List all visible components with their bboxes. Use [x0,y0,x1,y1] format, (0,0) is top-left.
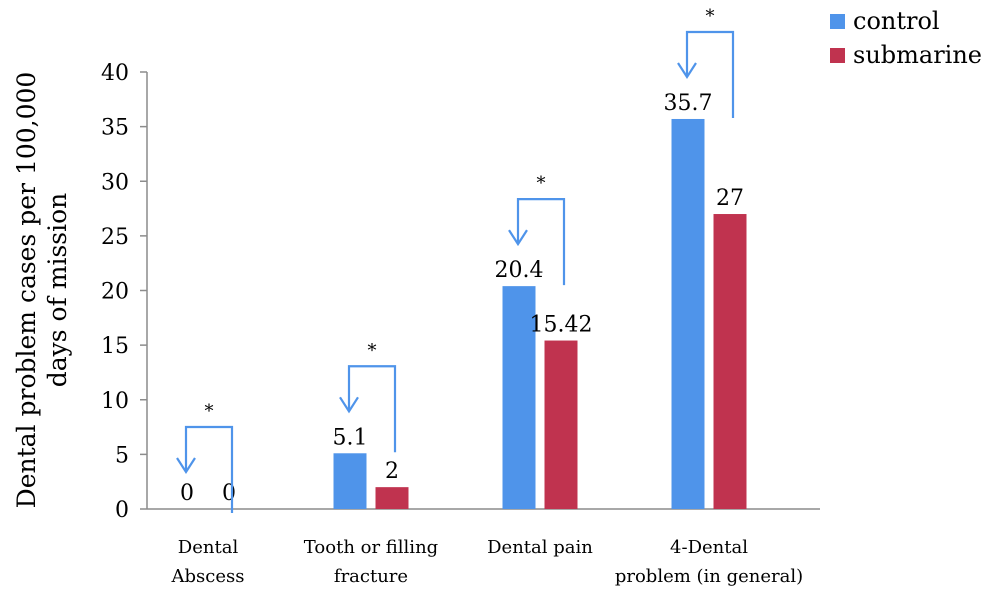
significance-arrowhead [176,457,196,475]
significance-bracket [347,365,397,453]
y-tick-label: 15 [101,334,129,359]
significance-star: * [368,340,377,361]
bar-control [502,286,536,509]
legend-label-submarine: submarine [853,41,983,69]
x-tick-label: Dental [178,537,239,558]
significance-arrowhead [677,62,697,80]
x-tick-label: Tooth or filling [304,537,438,558]
bar-submarine [375,487,409,509]
significance-bracket [685,30,735,118]
data-label-submarine: 0 [222,481,236,506]
legend-swatch-submarine [830,47,845,63]
data-label-submarine: 15.42 [530,313,593,338]
y-tick-label: 0 [115,498,129,523]
x-tick-label: Dental pain [487,537,593,558]
significance-arrowhead [339,396,359,414]
significance-star: * [706,6,715,27]
legend: control submarine [830,4,982,72]
x-tick-label: problem (in general) [615,566,803,587]
legend-label-control: control [853,7,940,35]
y-axis-ticks: 0 5 10 15 20 25 30 35 40 [101,61,147,523]
significance-star: * [205,401,214,422]
y-axis-title: Dental problem cases per 100,000 days of… [11,72,73,509]
data-label-control: 20.4 [495,258,544,283]
y-tick-label: 25 [101,225,129,250]
y-tick-label: 40 [101,61,129,86]
bar-submarine [713,214,747,509]
y-axis-title-line-1: Dental problem cases per 100,000 [12,71,41,509]
data-label-submarine: 2 [385,459,399,484]
significance-arrowhead [508,229,528,247]
y-tick-label: 30 [101,170,129,195]
significance-bracket [184,425,234,513]
y-tick-label: 5 [115,443,129,468]
bars: 0 5.1 20.4 35.7 0 2 15.42 27 [180,91,747,509]
bar-submarine [544,340,578,509]
y-tick-label: 10 [101,389,129,414]
y-axis-title-line-2: days of mission [43,192,72,388]
data-label-submarine: 27 [716,186,744,211]
data-label-control: 5.1 [333,425,368,450]
significance-bracket [516,198,566,286]
data-label-control: 0 [180,481,194,506]
legend-item-control: control [830,4,982,38]
x-axis-categories: Dental Abscess Tooth or filling fracture Den… [171,537,804,587]
data-label-control: 35.7 [664,91,713,116]
bar-control [333,453,367,509]
y-tick-label: 20 [101,280,129,305]
x-tick-label: fracture [334,566,408,587]
x-tick-label: Abscess [171,566,245,587]
legend-swatch-control [830,13,845,29]
significance-star: * [537,173,546,194]
x-tick-label: 4-Dental [670,537,748,558]
legend-item-submarine: submarine [830,38,982,72]
bar-control [671,118,705,509]
significance-annotations: * * * * [176,6,735,513]
y-tick-label: 35 [101,116,129,141]
y-axis-title-wrap: Dental problem cases per 100,000 days of… [2,60,82,520]
